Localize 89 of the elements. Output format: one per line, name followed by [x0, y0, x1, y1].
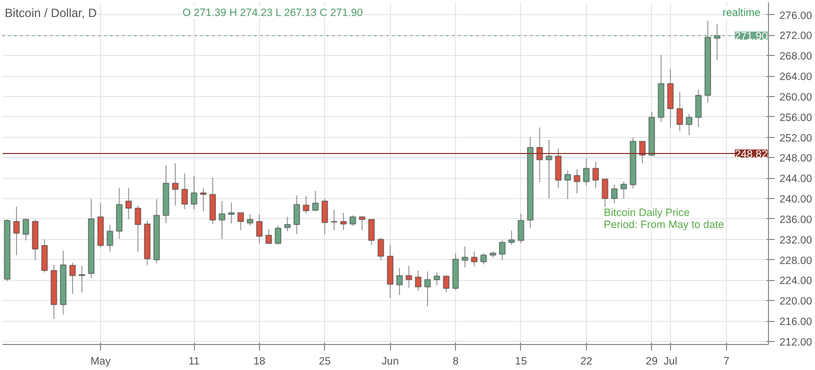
candlestick — [237, 212, 244, 231]
candlestick — [442, 276, 450, 293]
candlestick — [69, 262, 76, 294]
y-tick-label: 276.00 — [780, 10, 812, 22]
candlestick — [414, 270, 422, 292]
y-tick-label: 248.00 — [780, 152, 812, 165]
candlestick — [424, 271, 431, 307]
candlestick — [518, 213, 524, 244]
candlestick — [358, 216, 366, 231]
candlestick — [330, 209, 338, 231]
candlestick — [396, 267, 403, 296]
y-tick-label: 240.00 — [780, 194, 812, 206]
x-tick-label: 7 — [724, 356, 730, 368]
y-tick-label: 220.00 — [780, 296, 812, 308]
y-tick-label: 268.00 — [780, 50, 812, 63]
candlestick — [302, 195, 310, 214]
candlestick — [470, 251, 478, 267]
candlestick — [78, 265, 86, 293]
candlestick — [106, 224, 114, 252]
y-tick-label: 264.00 — [780, 71, 812, 84]
candlestick — [340, 212, 347, 231]
candlestick — [22, 218, 30, 241]
chart-title: Bitcoin / Dollar, D — [4, 6, 98, 20]
y-tick-label: 252.00 — [780, 132, 812, 144]
candlestick — [134, 205, 142, 252]
candlestick — [602, 178, 608, 209]
y-tick-label: 224.00 — [780, 275, 812, 288]
candlestick — [172, 162, 179, 206]
y-tick-label: 232.00 — [780, 234, 812, 246]
x-tick-label: Jul — [664, 356, 678, 368]
y-tick-label: 244.00 — [780, 173, 812, 186]
candlestick — [555, 148, 562, 189]
candlestick — [620, 181, 628, 200]
y-tick-label: 260.00 — [780, 91, 812, 104]
candlestick — [218, 200, 226, 240]
x-tick-label: 29 — [646, 356, 658, 368]
candlestick — [592, 161, 599, 189]
candlestick — [434, 272, 440, 286]
chart-subtitle: O 271.39 H 274.23 L 267.13 C 271.90 — [182, 6, 363, 19]
x-tick-label: 18 — [253, 356, 266, 368]
candlestick — [462, 246, 468, 268]
annotation: realtime — [722, 6, 761, 19]
candlestick — [498, 240, 506, 261]
y-tick-label: 228.00 — [780, 254, 812, 267]
candlestick — [200, 188, 207, 212]
x-tick-label: 8 — [452, 356, 459, 368]
ref-line-label: 248.82 — [734, 148, 768, 160]
candlestick — [546, 139, 552, 200]
candlestick — [265, 228, 272, 245]
x-tick-label: Jun — [382, 356, 399, 368]
y-tick-label: 272.00 — [780, 30, 812, 42]
candlestick — [293, 194, 300, 235]
candlestick — [686, 113, 692, 136]
candlestick — [480, 252, 487, 265]
annotation: Period: From May to date — [604, 218, 724, 231]
x-tick-label: May — [90, 356, 112, 368]
candlestick — [284, 216, 291, 232]
candlestick — [256, 214, 263, 244]
x-tick-label: 22 — [580, 356, 592, 368]
candlestick — [695, 89, 702, 128]
x-tick-label: 11 — [188, 356, 200, 368]
candlestick — [274, 225, 282, 245]
candlestick — [181, 173, 188, 210]
candlestick — [536, 127, 543, 183]
candlestick — [564, 170, 571, 200]
candlestick — [228, 202, 235, 224]
candlestick — [312, 190, 319, 212]
candlestick — [321, 198, 328, 235]
y-tick-label: 236.00 — [780, 214, 812, 226]
x-tick-label: 15 — [515, 356, 527, 368]
candlestick — [574, 168, 580, 194]
candlestick — [246, 214, 254, 226]
y-tick-label: 216.00 — [780, 316, 812, 328]
candlestick — [639, 140, 646, 164]
candlestick — [676, 92, 684, 132]
candlestick — [378, 237, 384, 261]
candlestick — [406, 265, 412, 288]
y-tick-label: 212.00 — [780, 336, 812, 348]
candlestick — [125, 187, 132, 220]
y-tick-label: 256.00 — [780, 112, 812, 124]
candlestick — [13, 206, 20, 256]
candlestick — [350, 214, 356, 227]
candlestick — [611, 184, 618, 204]
annotation: Bitcoin Daily Price — [604, 206, 690, 219]
candlestick — [368, 218, 375, 246]
candlestick — [583, 158, 590, 186]
x-tick-label: 25 — [318, 356, 331, 368]
candlestick — [190, 176, 198, 210]
candlestick — [508, 230, 515, 246]
